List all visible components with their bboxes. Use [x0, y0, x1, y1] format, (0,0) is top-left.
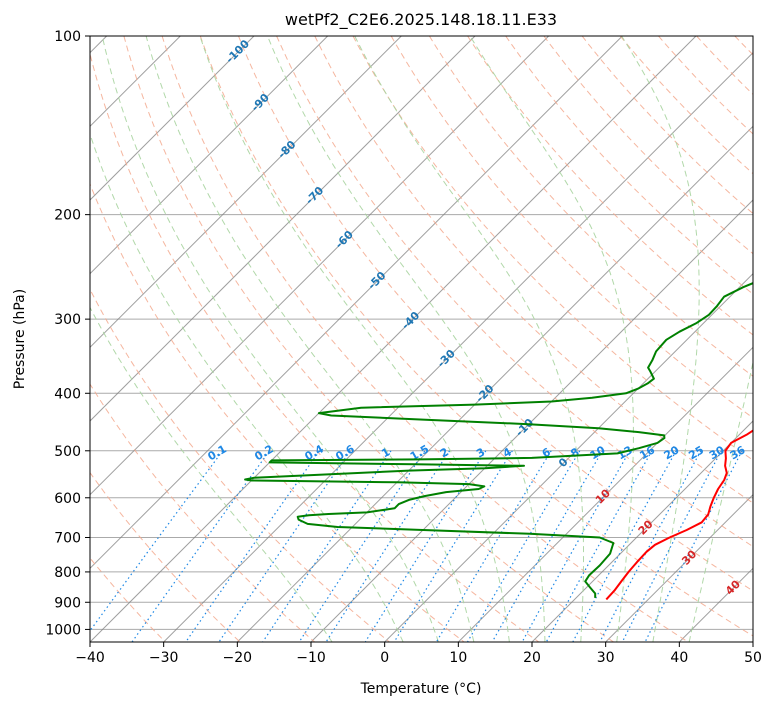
- mixing-ratio-label: 1: [379, 445, 392, 460]
- dry-adiabat: [506, 36, 775, 642]
- x-tick-label: −30: [149, 650, 179, 666]
- isotherm-line: [0, 36, 328, 642]
- chart-title: wetPf2_C2E6.2025.148.18.11.E33: [285, 10, 557, 30]
- temperature-profile-line: [606, 36, 775, 599]
- x-tick-label: −10: [296, 650, 326, 666]
- dry-adiabat: [468, 36, 775, 642]
- x-tick-label: 0: [380, 650, 389, 666]
- isotherm-line: [237, 36, 775, 642]
- mixing-ratio-line: [219, 451, 350, 642]
- y-tick-label: 500: [54, 444, 81, 460]
- mixing-ratio-label: 0.1: [205, 442, 228, 463]
- isotherm-label: -80: [275, 138, 298, 161]
- y-tick-label: 1000: [45, 622, 81, 638]
- mixing-ratio-line: [622, 451, 721, 642]
- dry-adiabat: [659, 36, 775, 642]
- y-tick-label: 100: [54, 29, 81, 45]
- mixing-ratio-line: [436, 451, 551, 642]
- moist-adiabat: [70, 61, 403, 642]
- mixing-ratio-label: 10: [588, 443, 608, 462]
- dry-adiabat: [697, 36, 775, 642]
- mixing-ratio-line: [600, 451, 701, 642]
- dewpoint-profile-line: [245, 36, 775, 598]
- isotherm-line: [753, 36, 775, 642]
- x-tick-label: 20: [523, 650, 541, 666]
- moist-adiabat: [17, 104, 332, 642]
- dry-adiabat: [735, 36, 775, 642]
- isotherm-line: [0, 36, 401, 642]
- mixing-ratio-label: 30: [707, 443, 727, 462]
- x-tick-label: 10: [449, 650, 467, 666]
- y-tick-label: 700: [54, 531, 81, 547]
- mixing-ratio-line: [573, 451, 676, 642]
- y-tick-label: 400: [54, 386, 81, 402]
- x-tick-label: 50: [744, 650, 762, 666]
- x-tick-label: −20: [223, 650, 253, 666]
- moist-adiabat: [689, 36, 775, 642]
- isotherm-line: [0, 36, 475, 642]
- isotherm-line: [385, 36, 775, 642]
- dry-adiabat: [86, 36, 539, 642]
- y-axis-label: Pressure (hPa): [12, 289, 28, 389]
- dry-adiabat: [0, 36, 240, 642]
- y-tick-label: 800: [54, 565, 81, 581]
- dry-adiabat: [0, 36, 315, 642]
- isotherm-label: -20: [473, 382, 496, 405]
- y-tick-label: 600: [54, 491, 81, 507]
- isotherm-label: 10: [593, 486, 613, 506]
- x-tick-label: 30: [597, 650, 615, 666]
- isotherm-line: [458, 36, 775, 642]
- y-tick-label: 300: [54, 312, 81, 328]
- dry-adiabat: [9, 36, 389, 642]
- isotherm-label: 40: [723, 577, 743, 597]
- dry-adiabat: [544, 36, 775, 642]
- isotherm-line: [16, 36, 622, 642]
- dry-adiabat: [429, 36, 775, 642]
- isotherm-line: [164, 36, 770, 642]
- x-tick-label: 40: [670, 650, 688, 666]
- mixing-ratio-line: [645, 451, 742, 642]
- isotherm-label: -50: [365, 269, 388, 292]
- isotherm-line: [532, 36, 775, 642]
- isotherm-line: [679, 36, 775, 642]
- y-tick-label: 200: [54, 208, 81, 224]
- mixing-ratio-line: [546, 451, 652, 642]
- x-axis-label: Temperature (°C): [360, 681, 482, 697]
- isotherm-line: [90, 36, 696, 642]
- dry-adiabat: [353, 36, 775, 642]
- mixing-ratio-label: 20: [662, 443, 682, 462]
- isotherm-line: [0, 36, 254, 642]
- moist-adiabat: [470, 36, 633, 642]
- mixing-ratio-line: [82, 451, 223, 642]
- mixing-ratio-label: 36: [728, 443, 748, 462]
- x-tick-label: −40: [75, 650, 105, 666]
- mixing-ratio-line: [365, 451, 486, 642]
- mixing-ratio-label: 25: [686, 443, 706, 462]
- y-tick-label: 900: [54, 595, 81, 611]
